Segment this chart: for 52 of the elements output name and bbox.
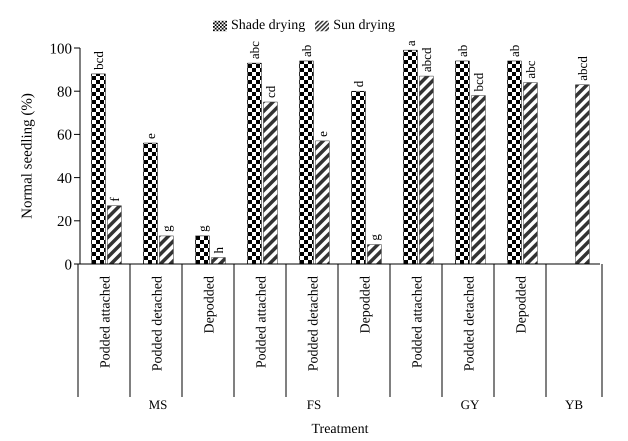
y-tick-label: 100 (50, 41, 72, 58)
bar (523, 82, 538, 264)
bar (419, 76, 434, 264)
data-label: abcd (574, 56, 590, 81)
x-tick-label: Podded attached (410, 276, 426, 368)
bar (211, 257, 226, 264)
y-tick-label: 0 (64, 257, 72, 274)
data-label: ab (454, 44, 470, 57)
x-tick-label: Podded detached (150, 276, 166, 372)
data-label: h (210, 246, 226, 254)
data-label: a (402, 40, 418, 46)
x-tick-label: Depodded (358, 276, 374, 334)
bar (367, 244, 382, 264)
bar (471, 95, 486, 264)
data-label: abc (246, 40, 262, 60)
data-label: abc (522, 60, 538, 79)
data-label: g (194, 224, 210, 232)
x-tick-label: Depodded (202, 276, 218, 334)
bar (315, 140, 330, 264)
y-tick-label: 60 (57, 128, 72, 144)
x-tick-label: Depodded (514, 276, 530, 334)
data-label: g (158, 224, 174, 232)
data-label: abcd (418, 47, 434, 72)
text: YB (564, 397, 584, 412)
y-tick-label: 40 (57, 170, 72, 187)
legend-label: Shade drying (230, 18, 306, 33)
y-tick-label: 80 (57, 84, 72, 101)
x-tick-label: Podded detached (306, 276, 322, 372)
data-label: bcd (470, 72, 486, 92)
text: FS (306, 397, 322, 412)
bar (263, 102, 278, 264)
x-tick-label: Podded detached (462, 276, 478, 372)
text: GY (460, 397, 480, 412)
data-label: d (350, 80, 366, 88)
data-label: bcd (90, 50, 106, 70)
x-tick-label: Podded attached (254, 276, 270, 368)
data-label: ab (298, 44, 314, 57)
bar (159, 236, 174, 264)
y-axis-title: Normal seedling (%) (19, 93, 36, 219)
data-label: g (366, 234, 382, 241)
legend-label: Sun drying (333, 18, 396, 33)
data-label: e (314, 130, 330, 137)
data-label: ab (506, 44, 522, 57)
text: MS (148, 397, 168, 412)
data-label: e (142, 133, 158, 140)
data-label: f (106, 196, 122, 202)
y-tick-label: 20 (57, 214, 72, 230)
bar (107, 205, 122, 264)
x-tick-label: Podded attached (98, 276, 114, 368)
x-axis-title: Treatment (311, 422, 369, 437)
bar (575, 84, 590, 264)
data-label: cd (262, 85, 278, 98)
